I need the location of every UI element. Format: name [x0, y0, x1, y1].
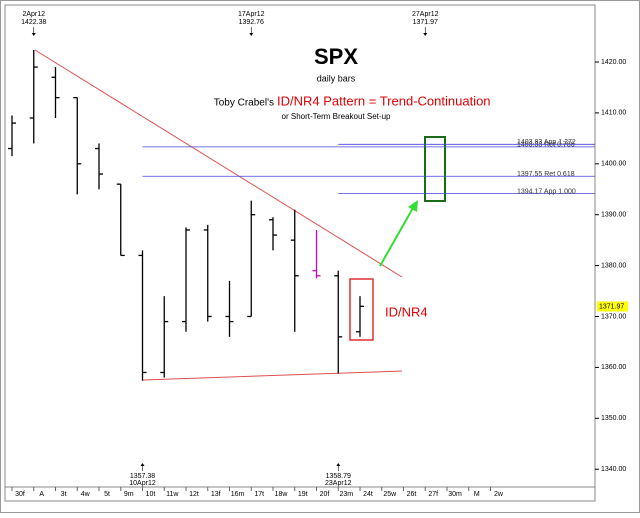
arrow	[379, 207, 414, 267]
x-tick-label: 20f	[320, 491, 330, 498]
y-tick-label: 1380.00	[601, 262, 626, 269]
plot-area	[4, 4, 596, 488]
subtitle: daily bars	[317, 73, 356, 83]
annotation-date: 10Apr12	[129, 480, 156, 487]
y-tick-label: 1420.00	[601, 59, 626, 66]
annotation-date: 17Apr12	[238, 11, 265, 18]
x-tick-label: 12t	[189, 491, 199, 498]
x-tick-label: 3t	[61, 491, 67, 498]
x-tick-label: 9m	[124, 491, 134, 498]
level-label: 1403.33 Ret 0.786	[517, 142, 575, 149]
pattern-box	[349, 278, 374, 341]
x-tick-label: 13f	[211, 491, 221, 498]
x-tick-label: 23m	[339, 491, 353, 498]
x-tick-label: A	[39, 491, 44, 498]
y-tick-label: 1400.00	[601, 161, 626, 168]
x-tick-label: M	[474, 491, 480, 498]
annotation-value: 1371.97	[413, 19, 438, 26]
annotation-value: 1422.38	[21, 19, 46, 26]
annotation-arrow-head	[336, 463, 341, 466]
y-tick-label: 1410.00	[601, 110, 626, 117]
support-line	[142, 370, 403, 381]
down-trendline	[34, 49, 403, 278]
x-tick-label: 11w	[166, 491, 179, 498]
x-tick-label: 30f	[15, 491, 25, 498]
target-box	[424, 136, 446, 202]
level-label: 1403.83 App 1.272	[517, 139, 576, 146]
annotation-value: 1357.38	[130, 473, 155, 480]
x-tick-label: 2w	[494, 491, 504, 498]
y-tick-label: 1360.00	[601, 364, 626, 371]
annotation-arrow-head	[249, 33, 254, 36]
x-tick-label: 17t	[254, 491, 264, 498]
x-tick-label: 19t	[298, 491, 308, 498]
y-tick-label: 1390.00	[601, 212, 626, 219]
last-price-tag	[597, 301, 628, 312]
y-tick-label: 1370.00	[601, 313, 626, 320]
x-tick-label: 16m	[231, 491, 245, 498]
x-tick-label: 26t	[407, 491, 417, 498]
heading-note: or Short-Term Breakout Set-up	[282, 112, 391, 121]
x-tick-label: 30m	[448, 491, 462, 498]
y-tick-label: 1340.00	[601, 466, 626, 473]
x-tick-label: 24t	[363, 491, 373, 498]
x-tick-label: 18w	[275, 491, 289, 498]
heading-prefix: Toby Crabel's	[214, 98, 274, 109]
last-price-label: 1371.97	[599, 303, 624, 310]
annotation-value: 1392.76	[239, 19, 264, 26]
pattern-label: ID/NR4	[385, 304, 428, 319]
y-tick-label: 1350.00	[601, 415, 626, 422]
heading: ID/NR4 Pattern = Trend-Continuation	[277, 93, 491, 108]
x-tick-label: 4w	[81, 491, 91, 498]
x-tick-label: 5t	[104, 491, 110, 498]
x-tick-label: 27f	[428, 491, 438, 498]
annotation-arrow-head	[423, 33, 428, 36]
annotation-date: 2Apr12	[22, 11, 45, 18]
chart-title: SPX	[314, 44, 358, 69]
annotation-arrow-head	[31, 33, 36, 36]
level-label: 1397.55 Ret 0.618	[517, 171, 575, 178]
x-tick-label: 25w	[383, 491, 397, 498]
annotation-date: 27Apr12	[412, 11, 439, 18]
level-label: 1394.17 App 1.000	[517, 188, 576, 195]
annotation-date: 23Apr12	[325, 480, 352, 487]
annotation-arrow-head	[140, 463, 145, 466]
arrow-head	[408, 200, 418, 212]
annotation-value: 1358.79	[326, 473, 351, 480]
x-tick-label: 10t	[146, 491, 156, 498]
